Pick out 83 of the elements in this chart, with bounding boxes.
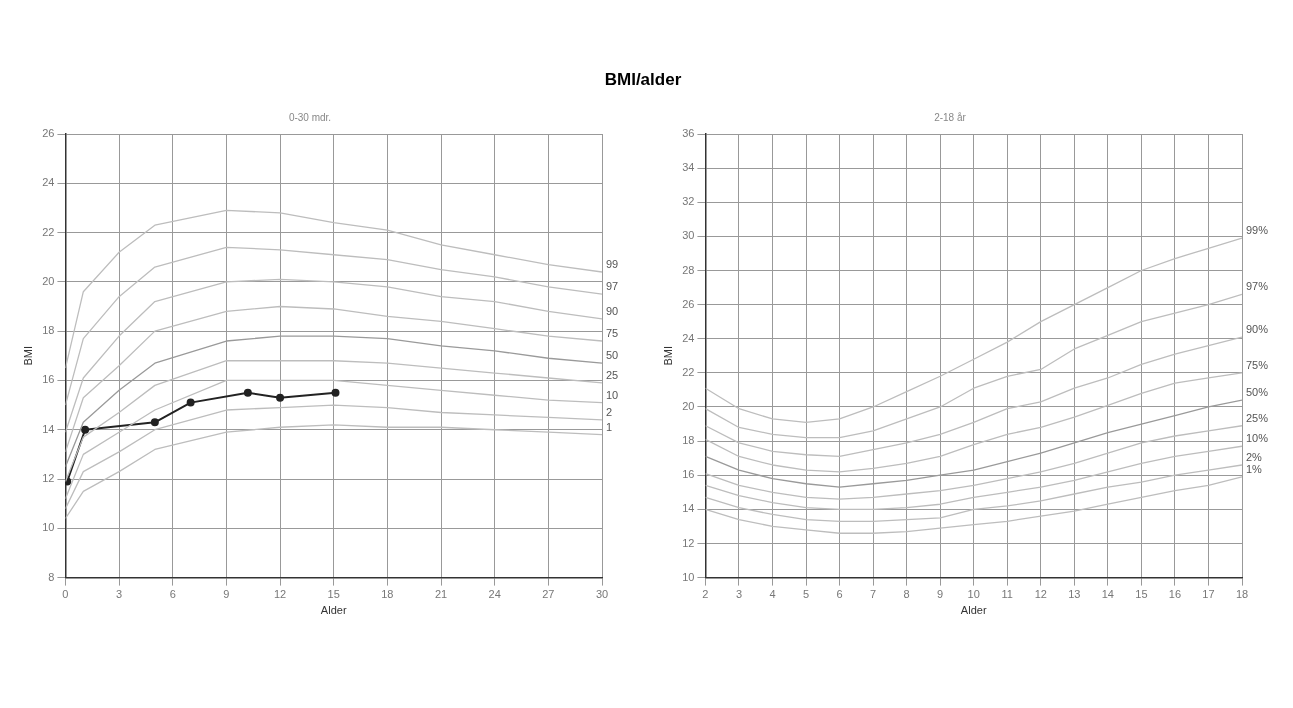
x-tick-label: 11 [1001,588,1013,601]
series-label: 10 [606,388,619,401]
y-tick-label: 16 [682,468,695,481]
series-label: 90% [1246,323,1269,336]
x-tick-label: 30 [595,588,609,601]
x-tick-label: 17 [1202,588,1215,601]
point [81,425,90,434]
x-tick-label: 9 [223,588,230,601]
y-tick-label: 22 [682,365,695,378]
series-label: 97 [606,280,619,293]
x-tick-label: 18 [381,588,394,601]
x-tick-label: 24 [488,588,501,601]
series-label: 1 [606,420,613,433]
y-tick-label: 24 [682,331,695,344]
x-tick-label: 14 [1101,588,1114,601]
y-tick-label: 16 [42,373,55,386]
x-axis-title: Alder [320,604,347,617]
y-tick-label: 34 [682,161,695,174]
y-tick-label: 18 [42,324,55,337]
x-tick-label: 6 [836,588,843,601]
y-axis-title: BMI [661,346,674,366]
y-tick-label: 10 [42,521,55,534]
series-label: 97% [1246,280,1269,293]
series-label: 10% [1246,432,1269,445]
y-tick-label: 14 [682,502,695,515]
y-tick-label: 36 [682,127,695,140]
y-tick-label: 18 [682,434,695,447]
x-tick-label: 10 [967,588,980,601]
series-label: 50 [606,349,619,362]
x-tick-label: 18 [1235,588,1249,601]
x-tick-label: 15 [327,588,340,601]
y-tick-label: 24 [42,176,55,189]
y-tick-label: 30 [682,229,695,242]
point [331,388,340,397]
x-tick-label: 9 [937,588,944,601]
point [243,388,252,397]
x-tick-label: 0 [62,588,69,601]
text: BMI/alder [603,70,683,90]
x-tick-label: 7 [870,588,877,601]
series-label: 75 [606,327,619,340]
chart-subtitle: 2-18 år [934,111,967,123]
y-tick-label: 22 [42,225,55,238]
series-label: 50% [1246,386,1269,399]
series-label: 99% [1246,224,1269,237]
y-tick-label: 20 [42,274,55,287]
y-tick-label: 8 [48,570,55,583]
x-tick-label: 21 [434,588,448,601]
y-tick-label: 20 [682,400,695,413]
point [276,393,285,402]
point [186,398,195,407]
x-tick-label: 8 [903,588,910,601]
series-label: 25% [1246,411,1269,424]
x-tick-label: 5 [802,588,810,601]
y-tick-label: 12 [682,536,695,549]
y-tick-label: 26 [682,297,695,310]
y-tick-label: 32 [682,195,695,208]
x-tick-label: 27 [542,588,555,601]
x-tick-label: 6 [169,588,176,601]
y-tick-label: 26 [42,127,55,140]
y-tick-label: 28 [682,263,695,276]
chart-subtitle: 0-30 mdr. [288,111,332,123]
y-axis-title: BMI [21,346,34,366]
x-tick-label: 15 [1135,588,1148,601]
series-label: 2% [1246,451,1263,464]
y-tick-label: 14 [42,422,55,435]
y-tick-label: 10 [682,570,695,583]
x-tick-label: 3 [116,588,123,601]
series-label: 99 [606,258,619,271]
x-tick-label: 2 [702,588,709,601]
x-tick-label: 12 [1034,588,1047,601]
x-tick-label: 16 [1168,588,1182,601]
x-tick-label: 3 [735,588,743,601]
x-tick-label: 4 [769,588,776,601]
x-tick-label: 13 [1068,588,1081,601]
point [150,418,159,427]
series-label: 90 [606,304,619,317]
x-tick-label: 12 [273,588,287,601]
x-axis-title: Alder [960,604,987,617]
y-tick-label: 12 [42,472,55,485]
series-label: 75% [1246,358,1269,371]
series-label: 25 [606,368,619,381]
series-label: 2 [606,405,613,418]
series-label: 1% [1246,462,1263,475]
